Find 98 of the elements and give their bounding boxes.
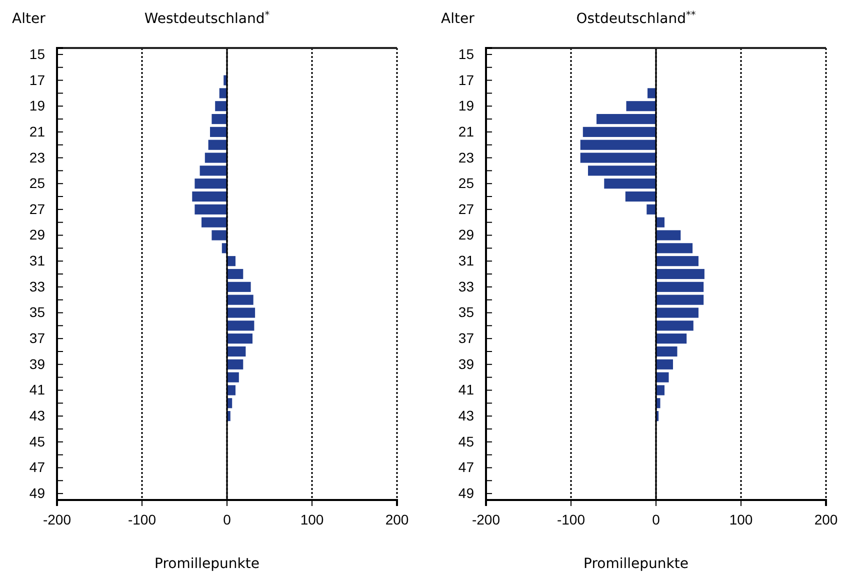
y-tick-label: 41 <box>29 382 46 398</box>
chart-title: Westdeutschland$^{*}$ <box>144 10 270 27</box>
y-tick-label: 15 <box>458 46 474 62</box>
bar <box>582 126 656 137</box>
bar <box>656 359 673 370</box>
bar <box>194 178 227 189</box>
y-tick-label: 37 <box>458 330 474 346</box>
chart-title: Ostdeutschland$^{**}$ <box>576 10 696 27</box>
y-tick-label: 43 <box>29 408 46 424</box>
bar <box>212 230 227 240</box>
bar <box>588 166 656 176</box>
y-tick-label: 21 <box>458 123 474 140</box>
y-tick-label: 25 <box>458 175 474 192</box>
bar <box>656 230 681 240</box>
x-tick-label: -100 <box>128 511 156 528</box>
bar <box>227 282 251 292</box>
x-axis-title: Promillepunkte <box>584 556 688 572</box>
bar <box>212 114 227 124</box>
y-tick-label: 23 <box>458 149 474 166</box>
y-tick-label: 39 <box>29 356 46 372</box>
x-tick-label: -200 <box>472 511 500 528</box>
bar <box>227 372 239 382</box>
y-axis-title: Alter <box>441 11 475 27</box>
y-tick-label: 29 <box>29 226 46 243</box>
y-tick-label: 17 <box>458 72 474 88</box>
bar <box>194 204 227 214</box>
bar <box>596 114 656 124</box>
bar <box>200 166 227 176</box>
y-tick-label: 33 <box>29 278 46 294</box>
y-tick-label: 15 <box>29 46 46 62</box>
bar <box>227 359 244 370</box>
y-tick-label: 43 <box>458 408 474 424</box>
y-tick-label: 35 <box>458 304 474 320</box>
bar <box>656 294 704 305</box>
bar <box>210 126 227 137</box>
x-axis-title: Promillepunkte <box>154 556 260 572</box>
y-tick-label: 23 <box>29 149 46 166</box>
y-tick-label: 41 <box>458 382 474 398</box>
bar <box>656 256 698 266</box>
bar <box>215 101 227 112</box>
bar <box>604 178 656 189</box>
y-tick-label: 37 <box>29 330 46 346</box>
y-tick-label: 47 <box>458 459 474 476</box>
bar <box>227 308 256 318</box>
x-tick-label: 200 <box>385 511 409 528</box>
bar <box>626 101 656 112</box>
x-tick-label: 100 <box>300 511 324 528</box>
bar <box>646 204 656 214</box>
y-tick-label: 29 <box>458 226 474 243</box>
bar <box>219 88 227 98</box>
y-tick-label: 33 <box>458 278 474 294</box>
bar <box>208 140 227 150</box>
y-tick-label: 49 <box>458 485 474 502</box>
y-tick-label: 27 <box>458 200 474 217</box>
bar <box>227 294 254 305</box>
bar <box>656 385 664 396</box>
y-tick-label: 49 <box>29 485 46 502</box>
y-tick-label: 39 <box>458 356 474 372</box>
x-tick-label: 0 <box>652 511 660 528</box>
bar <box>580 140 656 150</box>
bar <box>656 334 687 344</box>
x-tick-label: 200 <box>814 511 838 528</box>
y-tick-label: 31 <box>458 252 474 269</box>
bar <box>192 191 227 202</box>
bar <box>204 152 227 163</box>
bar <box>227 320 254 331</box>
y-tick-label: 35 <box>29 304 46 320</box>
bar <box>625 191 656 202</box>
bar <box>656 282 704 292</box>
y-tick-label: 25 <box>29 175 46 192</box>
y-tick-label: 47 <box>29 459 46 476</box>
y-axis-title: Alter <box>12 11 46 27</box>
bar <box>227 268 244 280</box>
bar <box>227 385 236 396</box>
bar <box>580 152 656 163</box>
y-tick-label: 21 <box>29 123 46 140</box>
x-tick-label: 100 <box>729 511 753 528</box>
y-tick-label: 17 <box>29 72 46 88</box>
y-tick-label: 31 <box>29 252 46 269</box>
bar <box>656 268 704 280</box>
bar <box>224 75 227 86</box>
bar <box>227 334 252 344</box>
bar <box>656 372 669 382</box>
x-tick-label: -200 <box>42 511 72 528</box>
bar <box>656 308 698 318</box>
x-tick-label: -100 <box>556 511 586 528</box>
x-tick-label: 0 <box>223 511 232 528</box>
y-tick-label: 45 <box>29 433 46 450</box>
y-tick-label: 27 <box>29 200 46 217</box>
bar <box>656 243 693 254</box>
y-tick-label: 45 <box>458 433 474 450</box>
bar <box>202 217 227 228</box>
y-tick-label: 19 <box>458 98 474 114</box>
bar <box>656 320 694 331</box>
y-tick-label: 19 <box>29 98 46 114</box>
bar <box>656 346 678 357</box>
bar <box>227 346 246 357</box>
bar <box>648 88 656 98</box>
